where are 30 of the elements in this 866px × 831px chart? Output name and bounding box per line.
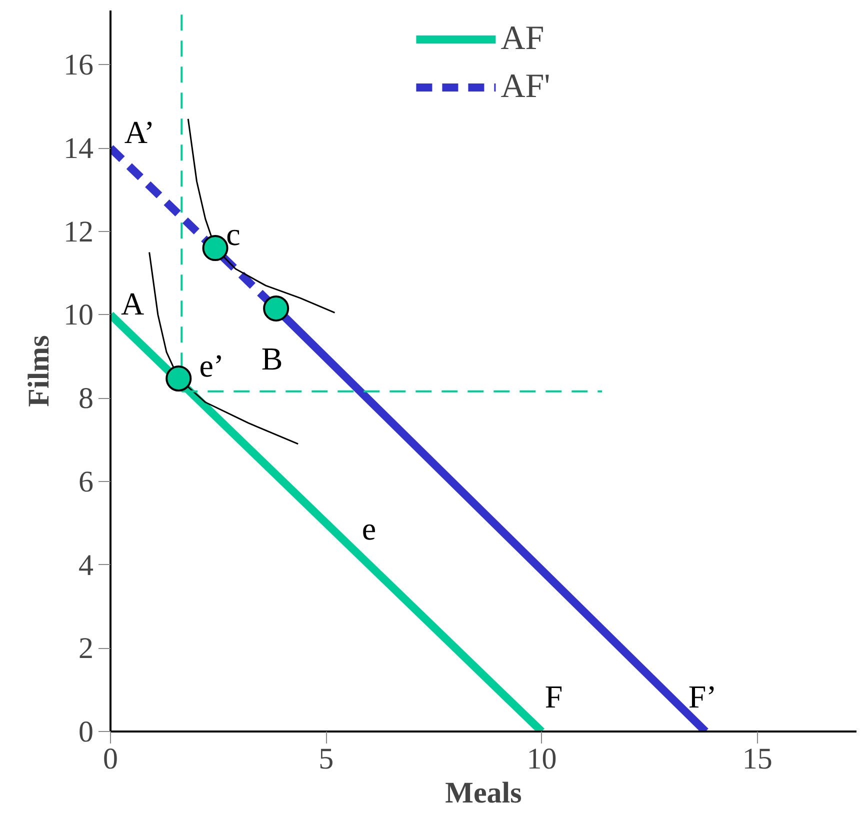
y-tick-label: 8 — [78, 382, 94, 416]
legend-label: AF' — [500, 68, 550, 106]
annotation: F’ — [688, 678, 717, 714]
y-axis-title: Films — [22, 335, 56, 407]
y-tick-label: 6 — [78, 465, 94, 498]
y-tick-label: 2 — [78, 632, 94, 666]
x-tick-label: 5 — [318, 742, 334, 776]
x-axis-title: Meals — [445, 776, 522, 810]
point — [166, 366, 192, 392]
x-tick-label: 15 — [742, 742, 772, 776]
annotation: e — [362, 510, 376, 547]
y-tick-label: 4 — [78, 548, 94, 582]
point — [263, 296, 290, 322]
legend-label: AF — [500, 20, 544, 58]
x-tick-label: 10 — [526, 742, 557, 776]
y-tick-label: 14 — [64, 132, 94, 166]
annotation: c — [226, 216, 240, 252]
y-tick-label: 0 — [78, 716, 94, 748]
line-series — [148, 251, 299, 445]
x-tick-label: 0 — [103, 742, 118, 776]
annotation: B — [261, 340, 283, 376]
annotation: A’ — [124, 114, 155, 150]
annotation: F — [544, 678, 563, 714]
line-series — [187, 118, 336, 314]
annotation: A — [120, 286, 144, 322]
y-tick-label: 12 — [64, 215, 94, 248]
y-tick-label: 10 — [64, 298, 94, 332]
y-tick-label: 16 — [64, 48, 94, 82]
annotation: e’ — [199, 348, 224, 384]
point — [202, 235, 228, 262]
